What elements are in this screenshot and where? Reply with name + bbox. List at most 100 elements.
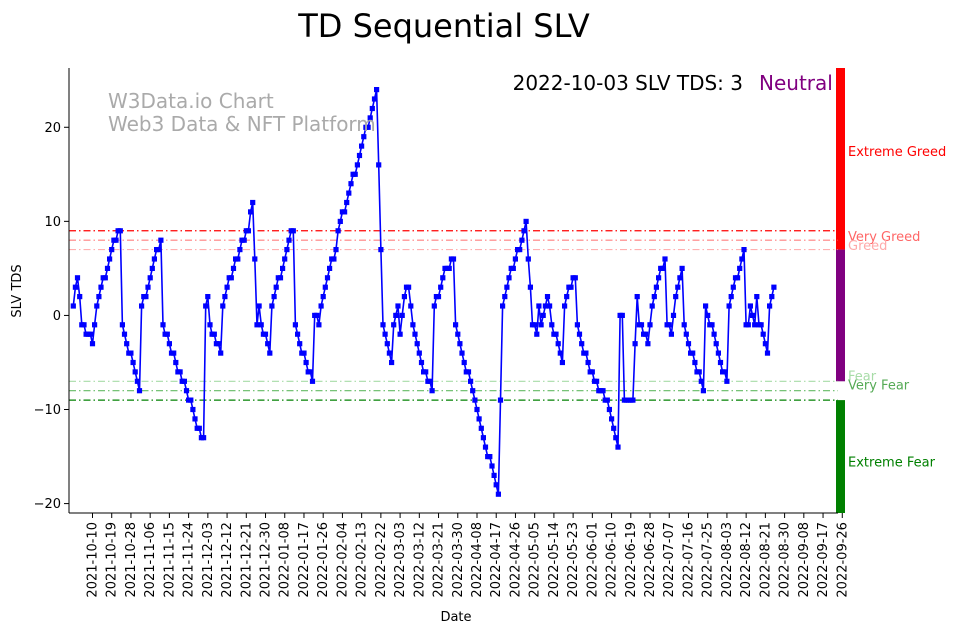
x-tick-label: 2022-04-17	[489, 522, 504, 598]
x-tick-label: 2022-01-08	[278, 522, 293, 598]
tds-marker	[337, 218, 343, 224]
tds-marker	[446, 265, 452, 271]
tds-marker	[564, 294, 570, 300]
x-tick-label: 2022-04-08	[470, 522, 485, 598]
tds-marker	[359, 143, 365, 149]
zone-segment	[836, 249, 845, 382]
tds-marker	[309, 378, 316, 384]
tds-marker	[109, 247, 115, 253]
x-tick-label: 2022-06-28	[643, 522, 658, 598]
tds-marker	[619, 312, 625, 318]
tds-marker	[280, 265, 286, 271]
tds-marker	[241, 237, 247, 243]
tds-marker	[525, 256, 531, 262]
tds-marker	[547, 303, 553, 309]
zone-label: Extreme Greed	[848, 145, 946, 160]
tds-marker	[158, 237, 164, 243]
tds-marker	[771, 284, 777, 290]
tds-marker	[384, 341, 390, 347]
tds-marker	[215, 341, 222, 347]
tds-marker	[134, 378, 140, 384]
tds-marker	[128, 350, 134, 356]
tds-marker	[653, 284, 659, 290]
tds-marker	[465, 369, 472, 375]
tds-marker	[703, 303, 709, 309]
tds-marker	[611, 425, 617, 431]
tds-marker	[382, 331, 388, 337]
tds-marker	[356, 152, 363, 159]
tds-marker	[295, 331, 301, 337]
tds-marker	[393, 312, 399, 318]
tds-marker	[81, 322, 87, 328]
tds-marker	[290, 228, 296, 234]
tds-marker	[408, 303, 414, 309]
x-tick-label: 2022-07-07	[662, 522, 677, 598]
y-tick-label: 20	[44, 121, 61, 136]
x-tick-label: 2022-09-08	[797, 522, 812, 598]
x-tick-label: 2021-10-10	[86, 522, 101, 598]
x-tick-label: 2022-04-26	[508, 522, 523, 598]
tds-marker	[634, 294, 640, 300]
tds-marker	[151, 256, 157, 262]
tds-marker	[145, 284, 151, 290]
tds-marker	[327, 265, 333, 271]
tds-marker	[307, 369, 313, 375]
x-tick-label: 2022-07-25	[701, 522, 716, 598]
tds-marker	[269, 303, 275, 309]
threshold-label: Fear	[848, 369, 877, 384]
tds-marker	[354, 162, 360, 168]
tds-marker	[500, 303, 506, 309]
tds-marker	[559, 359, 565, 366]
tds-marker	[594, 378, 600, 384]
tds-marker	[423, 369, 429, 375]
tds-marker	[630, 397, 636, 403]
y-tick-label: 0	[53, 309, 61, 324]
threshold-label: Very Greed	[848, 230, 920, 245]
y-ticks: −20 −10 0 10 20	[34, 121, 69, 512]
chart-title: TD Sequential SLV	[297, 7, 590, 45]
y-tick-label: −20	[34, 497, 61, 512]
tds-marker	[262, 331, 269, 337]
tds-marker	[316, 322, 322, 328]
tds-marker	[87, 331, 93, 337]
tds-marker	[230, 265, 237, 271]
tds-marker	[429, 388, 435, 394]
tds-marker	[579, 341, 585, 347]
tds-marker	[532, 322, 538, 328]
tds-marker	[248, 209, 254, 215]
tds-marker	[487, 454, 493, 460]
tds-marker	[196, 425, 202, 431]
x-tick-label: 2021-12-30	[259, 522, 274, 598]
tds-marker	[455, 331, 461, 337]
tds-marker	[741, 247, 747, 253]
tds-marker	[318, 303, 324, 309]
tds-marker	[412, 331, 418, 337]
tds-marker	[767, 303, 773, 309]
tds-marker	[431, 303, 437, 309]
tds-marker	[745, 322, 751, 328]
tds-marker	[613, 435, 619, 441]
x-tick-label: 2022-09-17	[816, 522, 831, 598]
tds-marker	[760, 331, 766, 337]
tds-marker	[459, 350, 465, 356]
tds-marker	[670, 312, 677, 318]
tds-marker	[549, 322, 555, 328]
tds-marker	[416, 350, 422, 356]
tds-marker	[476, 416, 482, 422]
y-tick-label: 10	[44, 215, 61, 230]
tds-marker	[600, 388, 606, 394]
threshold-label: Greed	[848, 239, 887, 254]
tds-marker	[737, 265, 743, 271]
tds-marker	[89, 341, 96, 347]
watermark-line-1: W3Data.io Chart	[108, 89, 274, 113]
tds-marker	[705, 312, 711, 318]
tds-marker	[94, 303, 100, 309]
tds-marker	[758, 322, 764, 328]
tds-marker	[374, 87, 380, 93]
tds-marker	[715, 350, 721, 356]
tds-marker	[205, 294, 211, 300]
tds-marker	[98, 284, 104, 290]
tds-marker	[764, 350, 771, 356]
tds-marker	[700, 388, 706, 394]
